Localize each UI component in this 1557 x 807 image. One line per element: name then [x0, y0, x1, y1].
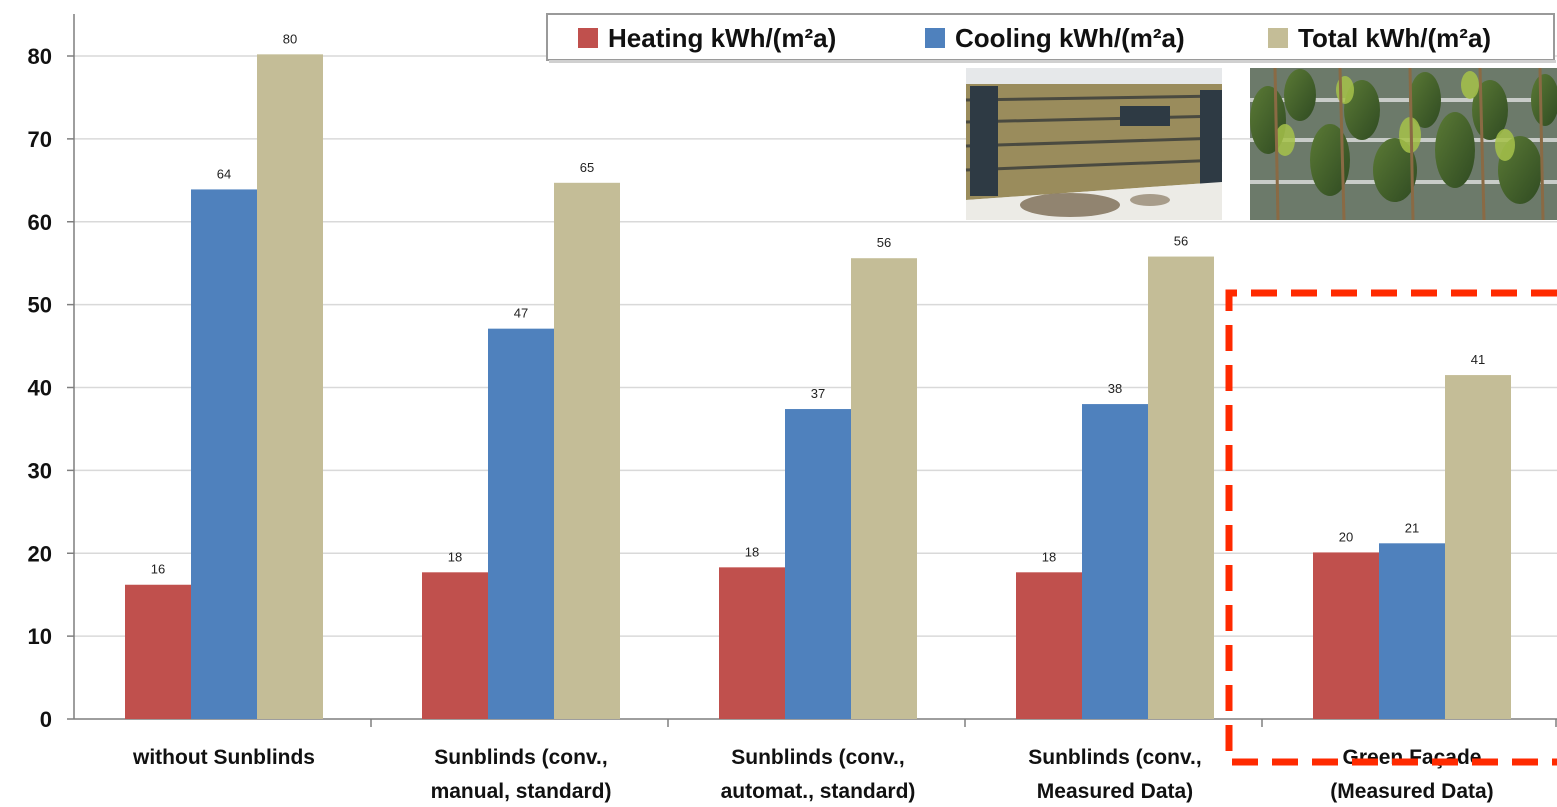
y-tick-label: 30: [28, 458, 52, 483]
category-label: (Measured Data): [1330, 780, 1493, 803]
legend-swatch: [578, 28, 598, 48]
data-label: 37: [811, 386, 825, 401]
data-label: 20: [1339, 529, 1353, 544]
data-label: 64: [217, 166, 231, 181]
bar: [1016, 572, 1082, 719]
facade-with-sunblinds-photo: [965, 68, 1223, 220]
bar: [785, 409, 851, 719]
bars: [125, 54, 1511, 719]
data-label: 80: [283, 31, 297, 46]
green-facade-highlight: [1225, 289, 1557, 766]
bar: [1379, 543, 1445, 719]
data-label: 56: [1174, 234, 1188, 249]
y-tick-label: 50: [28, 293, 52, 318]
legend-entry: Cooling kWh/(m²a): [955, 23, 1185, 53]
legend: Heating kWh/(m²a) Cooling kWh/(m²a) Total …: [546, 13, 1556, 63]
legend-swatch: [925, 28, 945, 48]
category-label: automat., standard): [721, 780, 916, 803]
bar: [554, 182, 620, 719]
legend-shadow: [549, 60, 1556, 63]
legend-entry: Heating kWh/(m²a): [608, 23, 836, 53]
data-label: 18: [1042, 549, 1056, 564]
bar: [125, 584, 191, 719]
data-label: 16: [151, 562, 165, 577]
category-label: Sunblinds (conv.,: [731, 746, 904, 769]
data-label: 41: [1471, 352, 1485, 367]
data-label: 65: [580, 160, 594, 175]
y-tick-label: 0: [40, 707, 52, 732]
bar: [1445, 375, 1511, 719]
category-label: Measured Data): [1037, 780, 1193, 803]
axes: 0 10 20 30 40 50 60 70 80 without Sunblinds Sunbli…: [28, 14, 1557, 803]
category-label: Green Façade: [1343, 746, 1482, 769]
data-label: 38: [1108, 381, 1122, 396]
bar: [1082, 404, 1148, 719]
bar: [1313, 552, 1379, 719]
y-tick-label: 40: [28, 376, 52, 401]
y-tick-label: 10: [28, 624, 52, 649]
y-tick-label: 70: [28, 127, 52, 152]
y-tick-label: 80: [28, 44, 52, 69]
bar: [191, 189, 257, 719]
bar: [257, 54, 323, 719]
y-tick-label: 20: [28, 541, 52, 566]
bar: [422, 572, 488, 719]
bar: [1148, 256, 1214, 719]
data-label: 47: [514, 306, 528, 321]
legend-box: [546, 13, 1555, 61]
data-label: 21: [1405, 520, 1419, 535]
bar: [851, 258, 917, 719]
legend-entry: Total kWh/(m²a): [1298, 23, 1491, 53]
category-label: without Sunblinds: [132, 746, 315, 769]
category-label: Sunblinds (conv.,: [434, 746, 607, 769]
bar: [488, 328, 554, 719]
category-label: Sunblinds (conv.,: [1028, 746, 1201, 769]
legend-swatch: [1268, 28, 1288, 48]
data-label: 56: [877, 235, 891, 250]
data-label: 18: [448, 549, 462, 564]
data-labels: 16 18 18 18 20 64 47 37 38 21 80 65 56 56 41: [151, 31, 1485, 576]
green-facade-photo: [1250, 67, 1557, 221]
y-tick-label: 60: [28, 210, 52, 235]
category-label: manual, standard): [431, 780, 612, 803]
data-label: 18: [745, 544, 759, 559]
bar: [719, 567, 785, 719]
